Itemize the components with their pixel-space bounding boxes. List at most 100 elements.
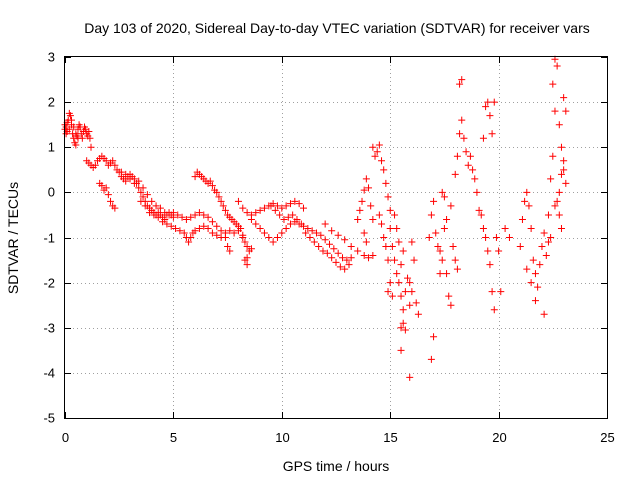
data-point xyxy=(475,206,483,214)
data-point xyxy=(560,166,568,174)
data-point xyxy=(360,186,368,194)
data-point xyxy=(72,130,80,138)
data-point xyxy=(221,234,229,241)
y-tick-label: -4 xyxy=(43,366,55,381)
data-point xyxy=(399,306,407,314)
data-point xyxy=(406,373,414,381)
data-point xyxy=(484,98,492,106)
data-point xyxy=(560,157,568,165)
data-point xyxy=(479,224,487,232)
data-point xyxy=(384,288,392,296)
data-point xyxy=(440,224,448,232)
data-point xyxy=(410,256,418,264)
data-point xyxy=(443,270,451,278)
data-point xyxy=(382,179,390,187)
plot-frame xyxy=(64,56,608,419)
data-point xyxy=(312,229,320,237)
data-point xyxy=(341,265,349,273)
data-point xyxy=(518,215,526,223)
data-point xyxy=(430,197,438,205)
data-point xyxy=(378,157,386,165)
data-point xyxy=(276,211,284,219)
data-point xyxy=(241,256,249,264)
data-point xyxy=(555,188,563,196)
data-point xyxy=(523,265,531,273)
data-point xyxy=(167,222,175,230)
data-point xyxy=(408,238,416,246)
data-point xyxy=(252,220,260,228)
data-point xyxy=(339,254,347,262)
data-point xyxy=(137,188,145,196)
data-point xyxy=(135,177,143,185)
data-point xyxy=(256,224,264,232)
data-point xyxy=(139,184,147,192)
data-point xyxy=(369,143,377,151)
data-point xyxy=(289,211,297,219)
data-point xyxy=(484,247,492,255)
data-point xyxy=(156,204,164,212)
data-point xyxy=(265,234,273,241)
data-point xyxy=(540,310,548,318)
data-point xyxy=(542,252,550,260)
data-point xyxy=(401,326,409,334)
data-point xyxy=(278,229,286,237)
data-point xyxy=(373,148,381,156)
data-point xyxy=(217,227,225,235)
data-point xyxy=(347,243,355,251)
data-point xyxy=(531,297,539,305)
data-point xyxy=(286,200,294,208)
data-point xyxy=(375,141,383,149)
data-point xyxy=(273,234,281,241)
data-point xyxy=(553,197,561,205)
data-point xyxy=(505,234,513,241)
data-point xyxy=(458,116,466,124)
data-point xyxy=(360,229,368,237)
data-point xyxy=(239,234,247,241)
y-tick-labels: -5 -4 -3 -2 -1 0 1 2 3 xyxy=(43,50,55,426)
data-point xyxy=(282,224,290,232)
data-point xyxy=(393,270,401,278)
data-point xyxy=(471,175,479,183)
data-point xyxy=(436,247,444,255)
data-point xyxy=(74,134,82,142)
data-point xyxy=(391,211,399,219)
data-point xyxy=(549,152,557,160)
data-point xyxy=(282,202,290,210)
data-point xyxy=(397,261,405,269)
data-point xyxy=(247,245,255,253)
data-point xyxy=(234,197,242,205)
data-point xyxy=(341,236,349,244)
data-point xyxy=(384,193,392,201)
y-tick-label: -1 xyxy=(43,231,55,246)
data-point xyxy=(247,215,255,223)
data-point xyxy=(527,224,535,232)
data-point xyxy=(534,283,542,291)
data-point xyxy=(557,170,565,178)
data-point xyxy=(486,261,494,269)
data-point xyxy=(243,243,251,251)
data-point xyxy=(102,184,110,192)
data-point xyxy=(449,243,457,251)
data-point xyxy=(345,261,353,269)
data-point xyxy=(443,215,451,223)
data-point xyxy=(557,224,565,232)
data-point xyxy=(354,247,362,255)
data-point xyxy=(252,209,260,217)
data-point xyxy=(367,202,375,210)
data-point xyxy=(159,218,167,226)
data-point xyxy=(486,112,494,120)
data-point xyxy=(237,224,245,232)
data-point xyxy=(295,200,303,208)
data-point xyxy=(438,188,446,196)
data-point xyxy=(306,234,314,241)
data-point xyxy=(310,238,318,246)
data-point xyxy=(148,197,156,205)
data-point xyxy=(86,134,94,142)
y-tick-label: 1 xyxy=(48,140,55,155)
data-point xyxy=(104,191,112,199)
data-point xyxy=(325,240,333,248)
data-point xyxy=(187,234,195,241)
data-point xyxy=(427,211,435,219)
data-point xyxy=(185,238,193,246)
data-point xyxy=(206,177,214,185)
